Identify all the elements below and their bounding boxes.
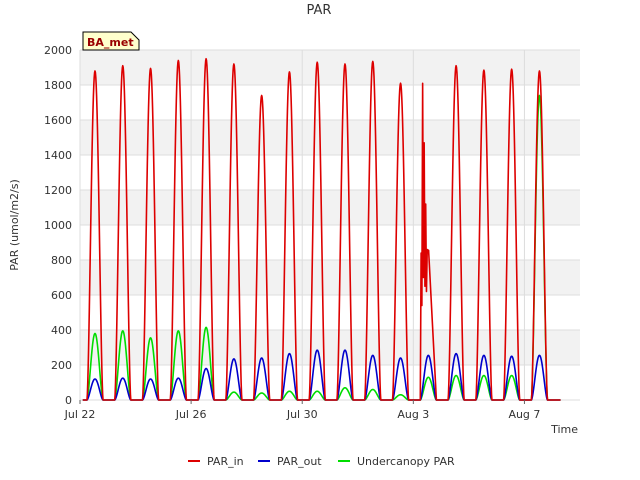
y-tick-label: 2000: [44, 44, 72, 57]
x-tick-label: Aug 7: [508, 408, 540, 421]
x-tick-label: Aug 3: [397, 408, 429, 421]
y-tick-label: 800: [51, 254, 72, 267]
x-tick-label: Jul 22: [64, 408, 96, 421]
legend-label-undercanopy-par: Undercanopy PAR: [357, 455, 455, 468]
plot-bands: [80, 50, 580, 365]
y-tick-label: 400: [51, 324, 72, 337]
series-line-par-in: [82, 57, 561, 401]
x-axis-label: Time: [550, 423, 578, 436]
x-axis-ticks: Jul 22 Jul 26 Jul 30 Aug 3 Aug 7: [64, 400, 540, 421]
series-line-par-out: [82, 349, 561, 401]
plot-band: [80, 260, 580, 295]
site-badge: BA_met: [82, 31, 140, 51]
y-axis-label: PAR (umol/m2/s): [8, 179, 21, 271]
legend-label-par-out: PAR_out: [277, 455, 322, 468]
site-badge-label: BA_met: [87, 36, 134, 49]
y-tick-label: 1200: [44, 184, 72, 197]
site-badge-box: [82, 31, 140, 51]
legend-label-par-in: PAR_in: [207, 455, 244, 468]
plot-band: [80, 120, 580, 155]
x-tick-label: Jul 26: [175, 408, 207, 421]
series-line-undercanopy-par: [82, 94, 561, 401]
y-tick-label: 200: [51, 359, 72, 372]
x-tick-label: Jul 30: [286, 408, 318, 421]
y-tick-label: 1400: [44, 149, 72, 162]
plot-band: [80, 190, 580, 225]
chart-title: PAR: [307, 3, 332, 18]
y-axis-ticks: 0 200 400 600 800 1000 1200 1400 1600 1800 2000: [44, 44, 72, 407]
y-tick-label: 1600: [44, 114, 72, 127]
series-lines: [82, 57, 561, 401]
y-tick-label: 0: [65, 394, 72, 407]
plot-band: [80, 330, 580, 365]
plot-band: [80, 50, 580, 85]
legend: PAR_in PAR_out Undercanopy PAR: [188, 455, 455, 468]
y-tick-label: 1000: [44, 219, 72, 232]
y-tick-label: 600: [51, 289, 72, 302]
y-tick-label: 1800: [44, 79, 72, 92]
